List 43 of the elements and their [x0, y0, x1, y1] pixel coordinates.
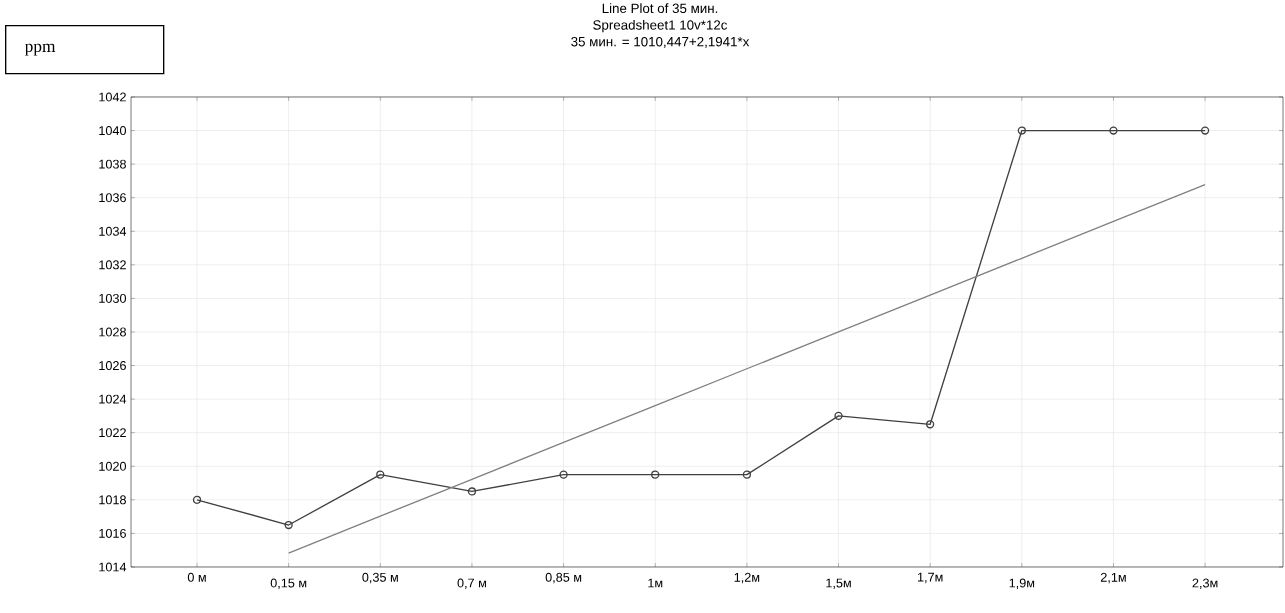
x-tick-label: 0 м [187, 572, 206, 582]
x-tick-label: 0,85 м [545, 572, 582, 584]
y-tick-label: 1016 [99, 528, 126, 538]
y-axis-title: ppm [24, 43, 56, 56]
point [651, 470, 660, 479]
chart-subtitle: Spreadsheet1 10v*12c 35 мин. = 1010,447+2,1941*x [571, 19, 750, 48]
y-tick-label: 1040 [99, 126, 127, 136]
point [926, 420, 935, 429]
x-tick-label: 1,2м [734, 572, 760, 584]
line-series [287, 183, 1206, 554]
point [376, 470, 385, 479]
x-tick-label: 1,9м [1009, 578, 1035, 589]
x-tick-label: 0,35 м [362, 572, 398, 584]
point [1109, 126, 1118, 135]
chart-title: Line Plot of 35 мин. [602, 3, 718, 14]
x-tick-label: 0,7 м [457, 578, 486, 589]
y-tick-label: 1020 [99, 461, 127, 471]
point [834, 411, 843, 421]
y-tick-label: 1034 [99, 226, 127, 236]
y-tick-label: 1032 [99, 260, 126, 270]
x-tick-label: 1,7м [917, 572, 943, 584]
x-tick-label: 2,3м [1192, 578, 1218, 589]
x-tick-label: 0,15 м [270, 578, 307, 589]
y-tick-label: 1026 [99, 361, 126, 371]
y-tick-label: 1018 [99, 495, 126, 505]
x-tick-label: 1,5м [826, 578, 851, 589]
point [559, 470, 568, 479]
y-tick-label: 1014 [99, 562, 127, 572]
y-tick-label: 1036 [99, 193, 126, 203]
y-tick-label: 1030 [99, 293, 127, 303]
point [467, 487, 477, 496]
point [742, 470, 752, 479]
point [192, 495, 202, 504]
x-tick-label: 1м [648, 578, 663, 588]
point [1017, 126, 1026, 135]
y-tick-label: 1042 [99, 92, 126, 102]
y-tick-label: 1028 [99, 327, 126, 337]
y-tick-label: 1022 [99, 428, 126, 438]
y-tick-label: 1024 [99, 394, 127, 404]
point [1200, 126, 1210, 135]
x-tick-label: 2,1м [1100, 572, 1126, 584]
point [284, 520, 293, 530]
y-tick-label: 1038 [99, 159, 126, 169]
